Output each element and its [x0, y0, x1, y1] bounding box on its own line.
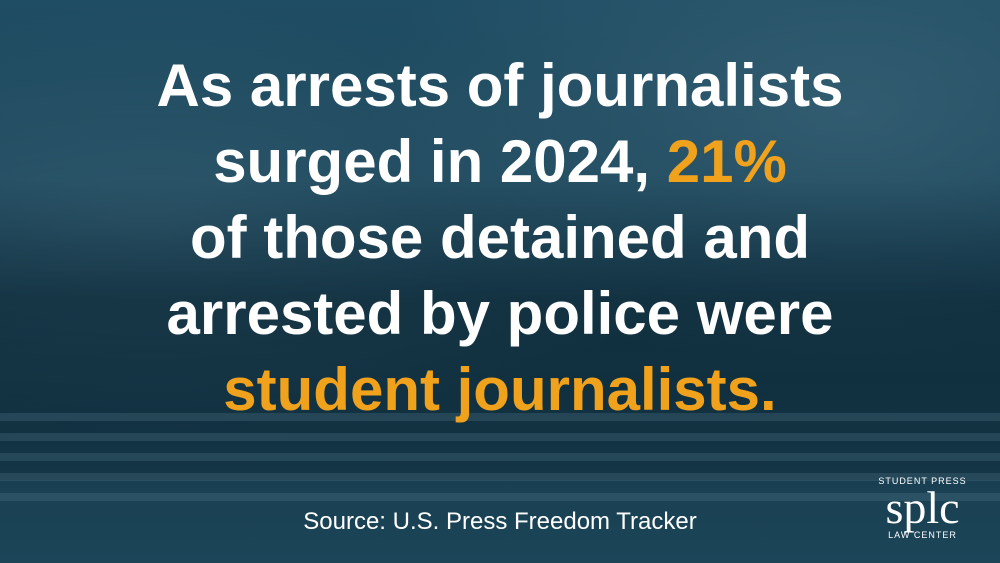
background-crosswalk	[0, 413, 1000, 503]
source: Source: U.S. Press Freedom Tracker	[303, 508, 697, 535]
headline-line: arrested by police were	[0, 276, 1000, 352]
headline-highlight: student journalists.	[223, 356, 777, 423]
headline-line: of those detained and	[0, 200, 1000, 276]
background-crowd	[0, 180, 1000, 480]
headline-text: As arrests of journalists	[156, 52, 844, 119]
headline-text: surged in 2024,	[213, 128, 667, 195]
logo: STUDENT PRESS splc LAW CENTER	[855, 476, 990, 540]
logo-bottom: LAW CENTER	[888, 530, 957, 540]
logo-mark: splc	[885, 482, 960, 533]
headline-text: of those detained and	[189, 204, 811, 271]
headline-line: As arrests of journalists	[0, 48, 1000, 124]
headline-text: arrested by police were	[166, 280, 834, 347]
logo-top: STUDENT PRESS	[878, 476, 967, 486]
headline-highlight: 21%	[666, 128, 787, 195]
headline-line: surged in 2024, 21%	[0, 124, 1000, 200]
headline: As arrests of journalists surged in 2024…	[0, 48, 1000, 428]
headline-line: student journalists.	[0, 352, 1000, 428]
